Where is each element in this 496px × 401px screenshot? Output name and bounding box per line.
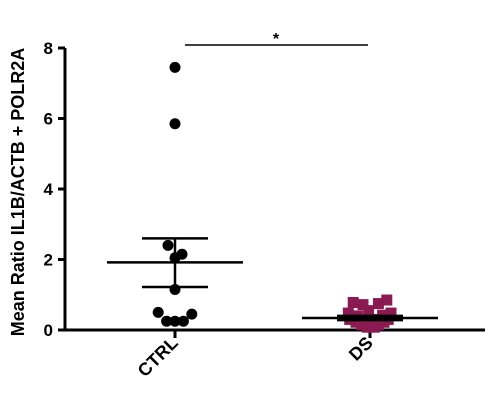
data-marks bbox=[152, 61, 397, 333]
ds-data-point bbox=[347, 297, 359, 309]
ctrl-data-point bbox=[177, 315, 189, 327]
y-tick-label: 4 bbox=[44, 180, 54, 199]
ds-data-point bbox=[356, 319, 368, 331]
significance-star: * bbox=[273, 31, 280, 48]
y-tick-label: 2 bbox=[44, 251, 53, 270]
ctrl-data-point bbox=[152, 306, 164, 318]
y-axis-title: Mean Ratio IL1B/ACTB + POLR2A bbox=[8, 48, 28, 337]
x-tick-label: DS bbox=[345, 333, 377, 365]
ds-data-point bbox=[350, 316, 362, 328]
y-tick-label: 0 bbox=[44, 321, 53, 340]
ds-data-point bbox=[385, 307, 397, 319]
ds-data-point bbox=[378, 316, 390, 328]
y-tick-label: 6 bbox=[44, 110, 53, 129]
significance-bracket: * bbox=[185, 31, 368, 48]
ctrl-data-point bbox=[169, 315, 181, 327]
ds-data-point bbox=[363, 305, 375, 317]
summary-bars bbox=[107, 237, 438, 322]
ctrl-data-point bbox=[162, 239, 174, 251]
ctrl-data-point bbox=[169, 118, 181, 130]
ds-data-point bbox=[372, 298, 384, 310]
x-tick-label: CTRL bbox=[134, 333, 182, 381]
ds-data-point bbox=[368, 321, 380, 333]
ds-data-point bbox=[342, 307, 354, 319]
axes: 0 2 4 6 8 CTRL DS bbox=[44, 39, 485, 381]
ctrl-data-point bbox=[186, 308, 198, 320]
y-axis-label: Mean Ratio IL1B/ACTB + POLR2A bbox=[8, 48, 28, 337]
ctrl-data-point bbox=[169, 61, 181, 73]
y-tick-label: 8 bbox=[44, 39, 53, 58]
ctrl-data-point bbox=[176, 248, 188, 260]
ds-data-point bbox=[381, 294, 393, 306]
ds-data-point bbox=[357, 299, 369, 311]
ds-data-point bbox=[361, 321, 373, 333]
ctrl-data-point bbox=[161, 315, 173, 327]
